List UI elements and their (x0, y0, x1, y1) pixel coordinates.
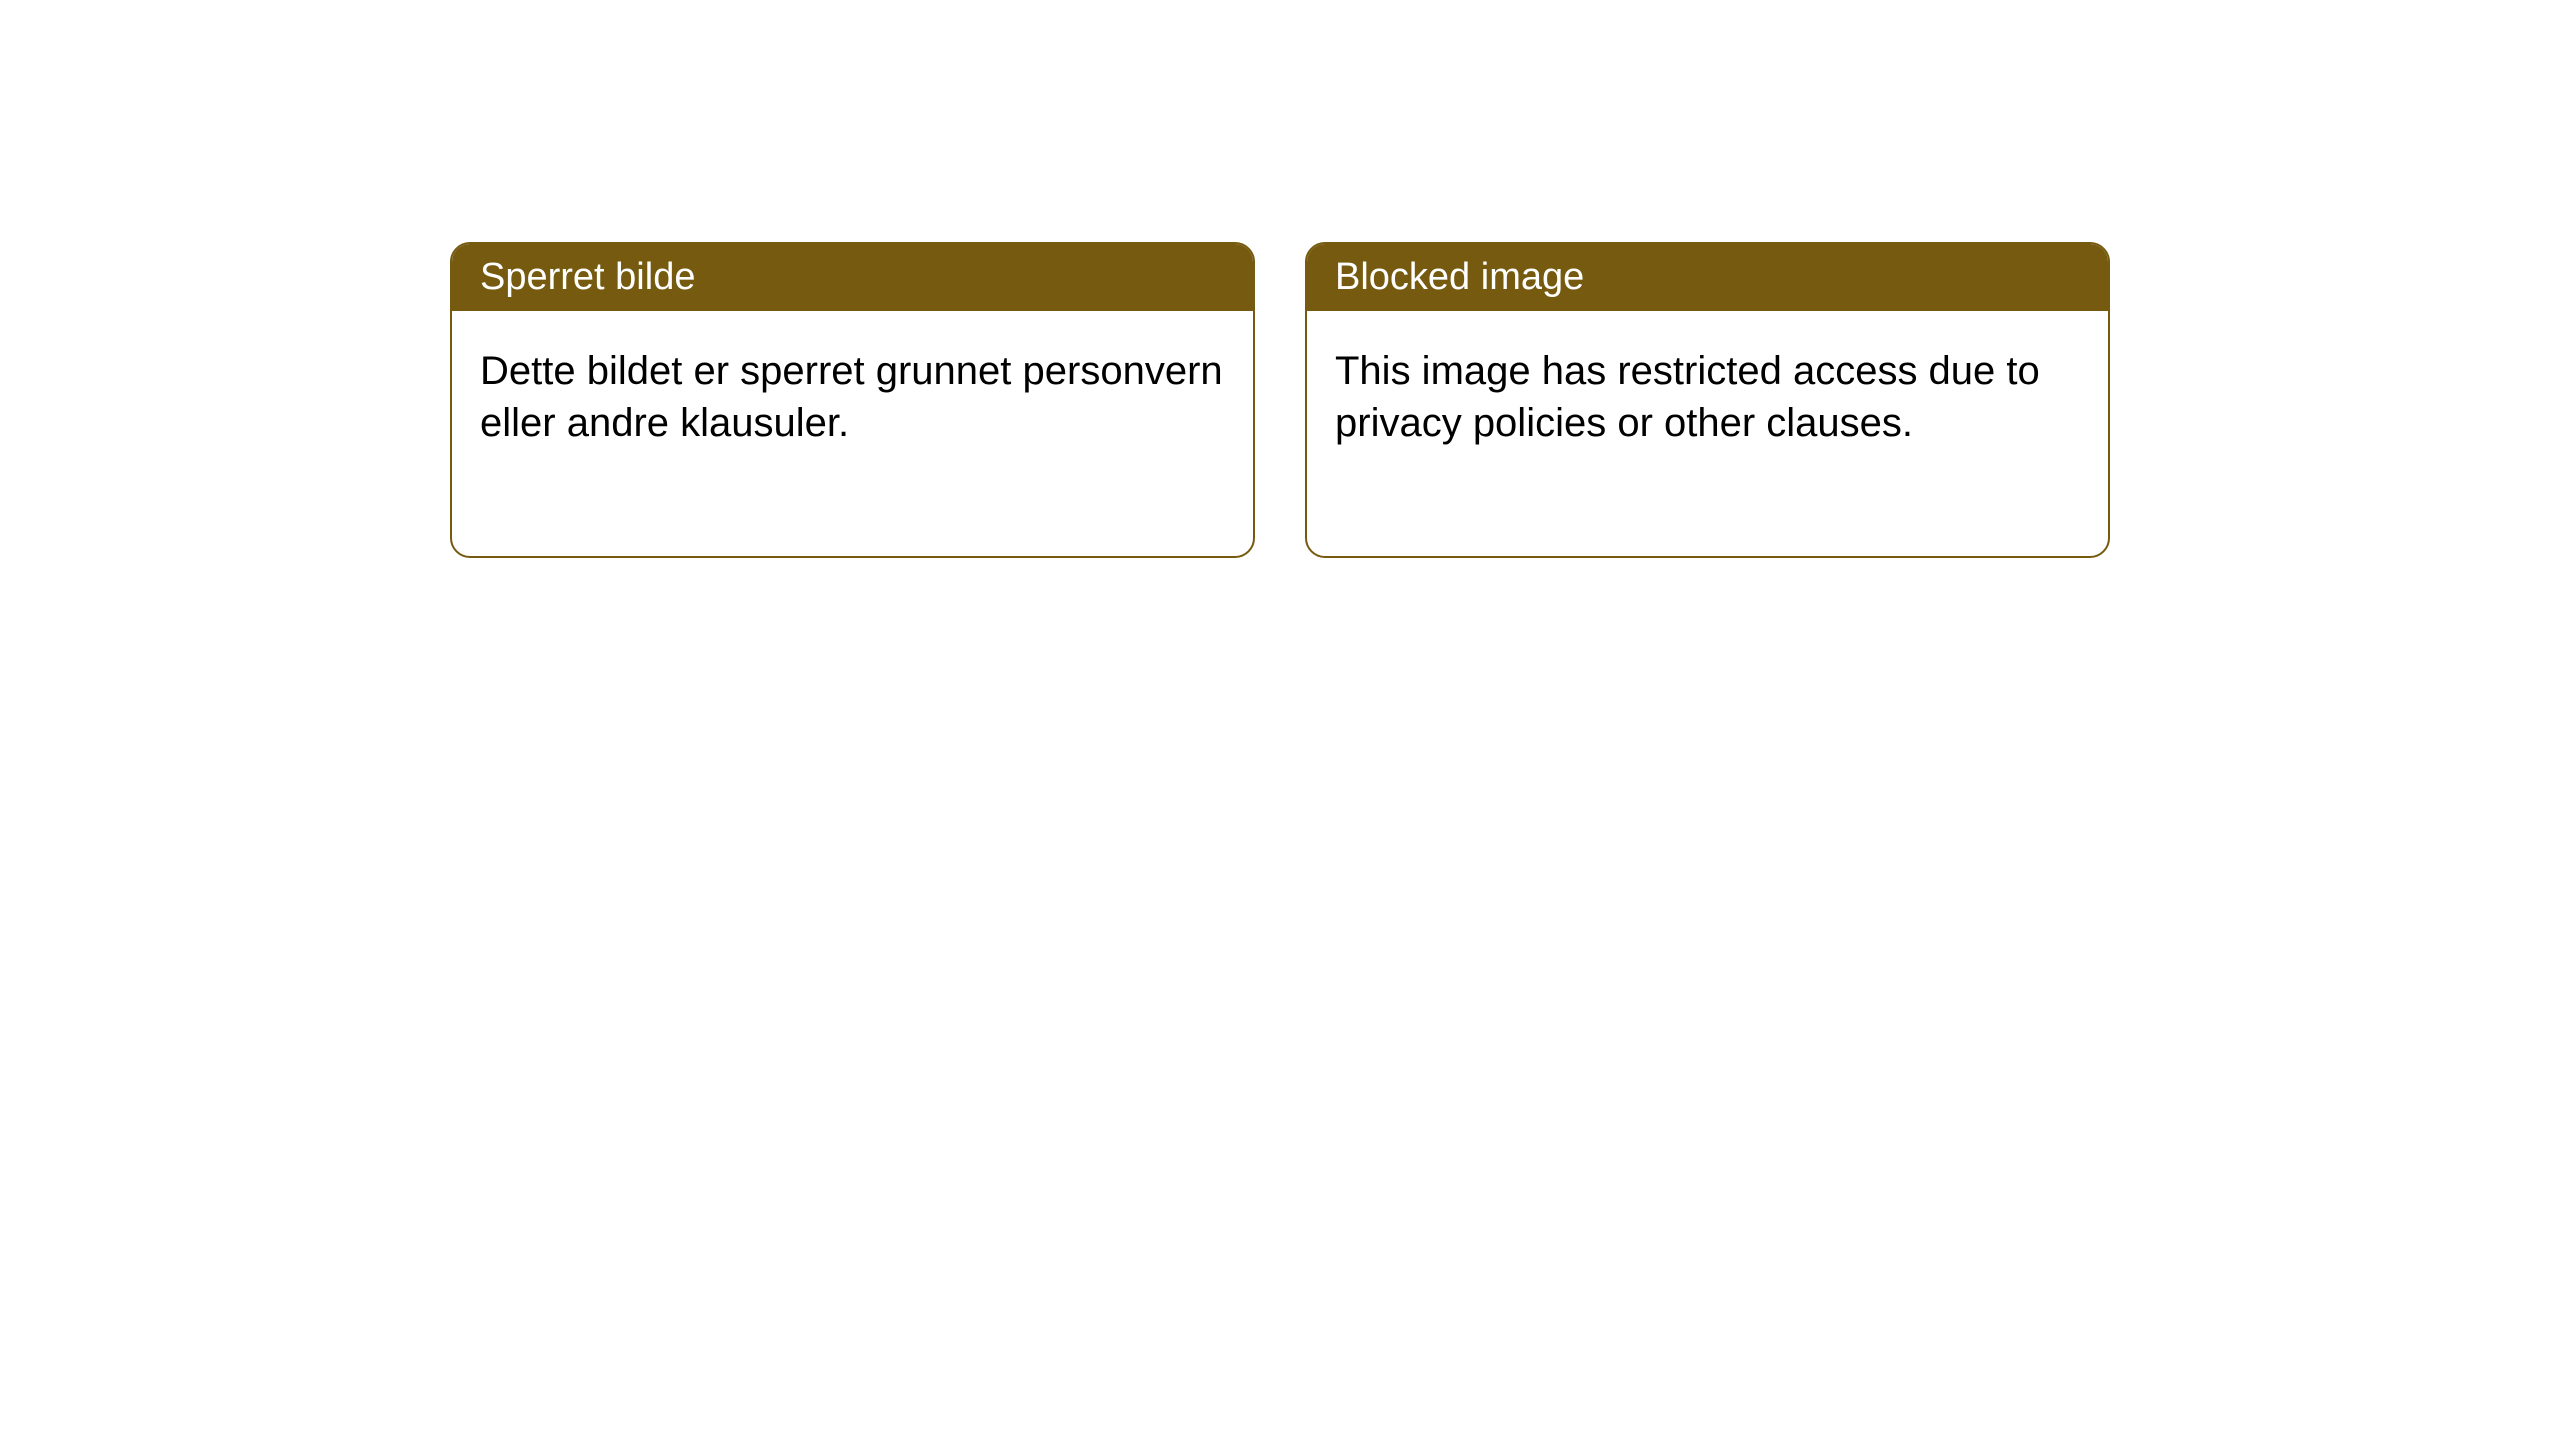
card-body-text: This image has restricted access due to … (1335, 349, 2040, 445)
blocked-image-card-norwegian: Sperret bilde Dette bildet er sperret gr… (450, 242, 1255, 558)
card-body: Dette bildet er sperret grunnet personve… (452, 311, 1253, 556)
card-title: Sperret bilde (480, 256, 695, 298)
card-header: Sperret bilde (452, 244, 1253, 311)
blocked-image-card-english: Blocked image This image has restricted … (1305, 242, 2110, 558)
card-container: Sperret bilde Dette bildet er sperret gr… (0, 0, 2560, 558)
card-header: Blocked image (1307, 244, 2108, 311)
card-title: Blocked image (1335, 256, 1584, 298)
card-body-text: Dette bildet er sperret grunnet personve… (480, 349, 1223, 445)
card-body: This image has restricted access due to … (1307, 311, 2108, 556)
